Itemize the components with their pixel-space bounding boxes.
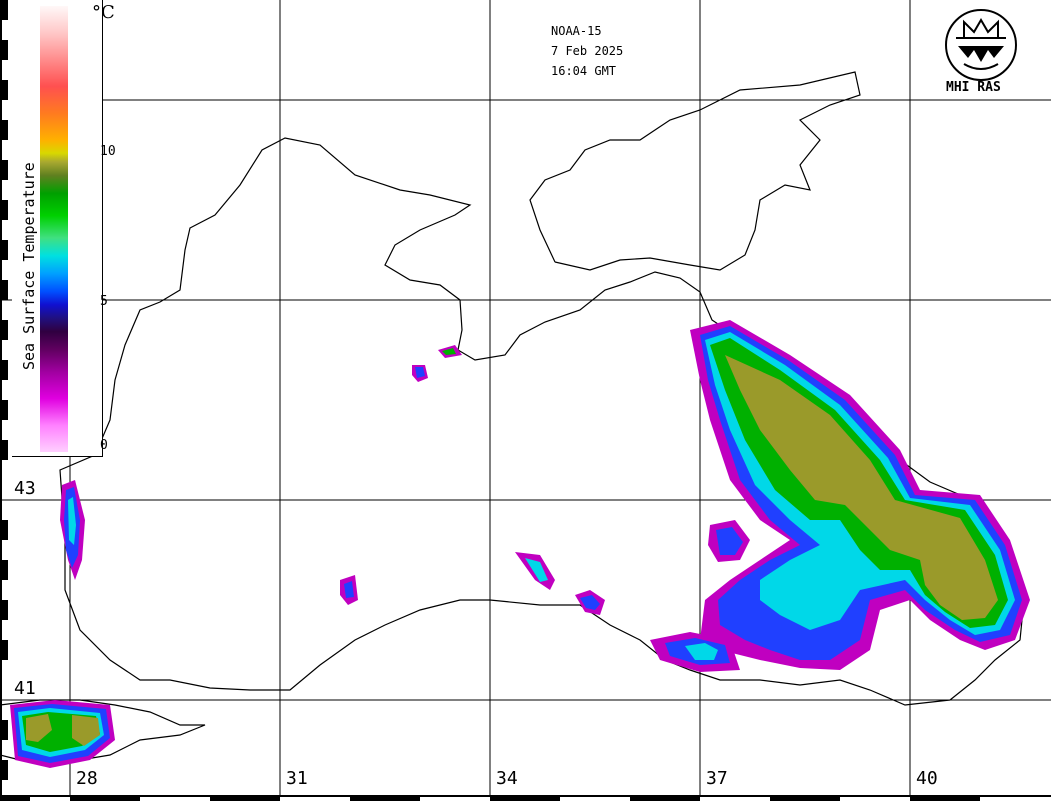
latitude-scale	[0, 0, 8, 795]
lon-label-40: 40	[916, 768, 938, 789]
temperature-legend: Sea Surface Temperature °C 10 5 0	[12, 0, 116, 457]
legend-tick-10: 10	[100, 144, 116, 159]
legend-unit: °C	[92, 2, 115, 23]
acquisition-date: 7 Feb 2025	[551, 44, 624, 58]
longitude-scale	[0, 795, 1051, 801]
lon-label-34: 34	[496, 768, 518, 789]
lon-label-37: 37	[706, 768, 728, 789]
coastline	[59, 137, 1026, 706]
legend-tick-0: 0	[100, 438, 108, 453]
sst-eastern-patch	[690, 320, 1030, 670]
azov-coast	[529, 71, 861, 271]
lat-label-41: 41	[14, 678, 36, 699]
legend-color-bar	[40, 6, 68, 452]
lat-label-43: 43	[14, 478, 36, 499]
sst-small-patches	[60, 345, 750, 672]
institute-logo	[945, 9, 1017, 81]
legend-title: Sea Surface Temperature	[20, 162, 38, 370]
satellite-name: NOAA-15	[551, 24, 602, 38]
lon-label-31: 31	[286, 768, 308, 789]
acquisition-time: 16:04 GMT	[551, 64, 617, 78]
logo-text: MHI RAS	[946, 80, 1001, 95]
sst-southwest-patch	[10, 700, 115, 768]
legend-tick-5: 5	[100, 294, 108, 309]
lon-label-28: 28	[76, 768, 98, 789]
